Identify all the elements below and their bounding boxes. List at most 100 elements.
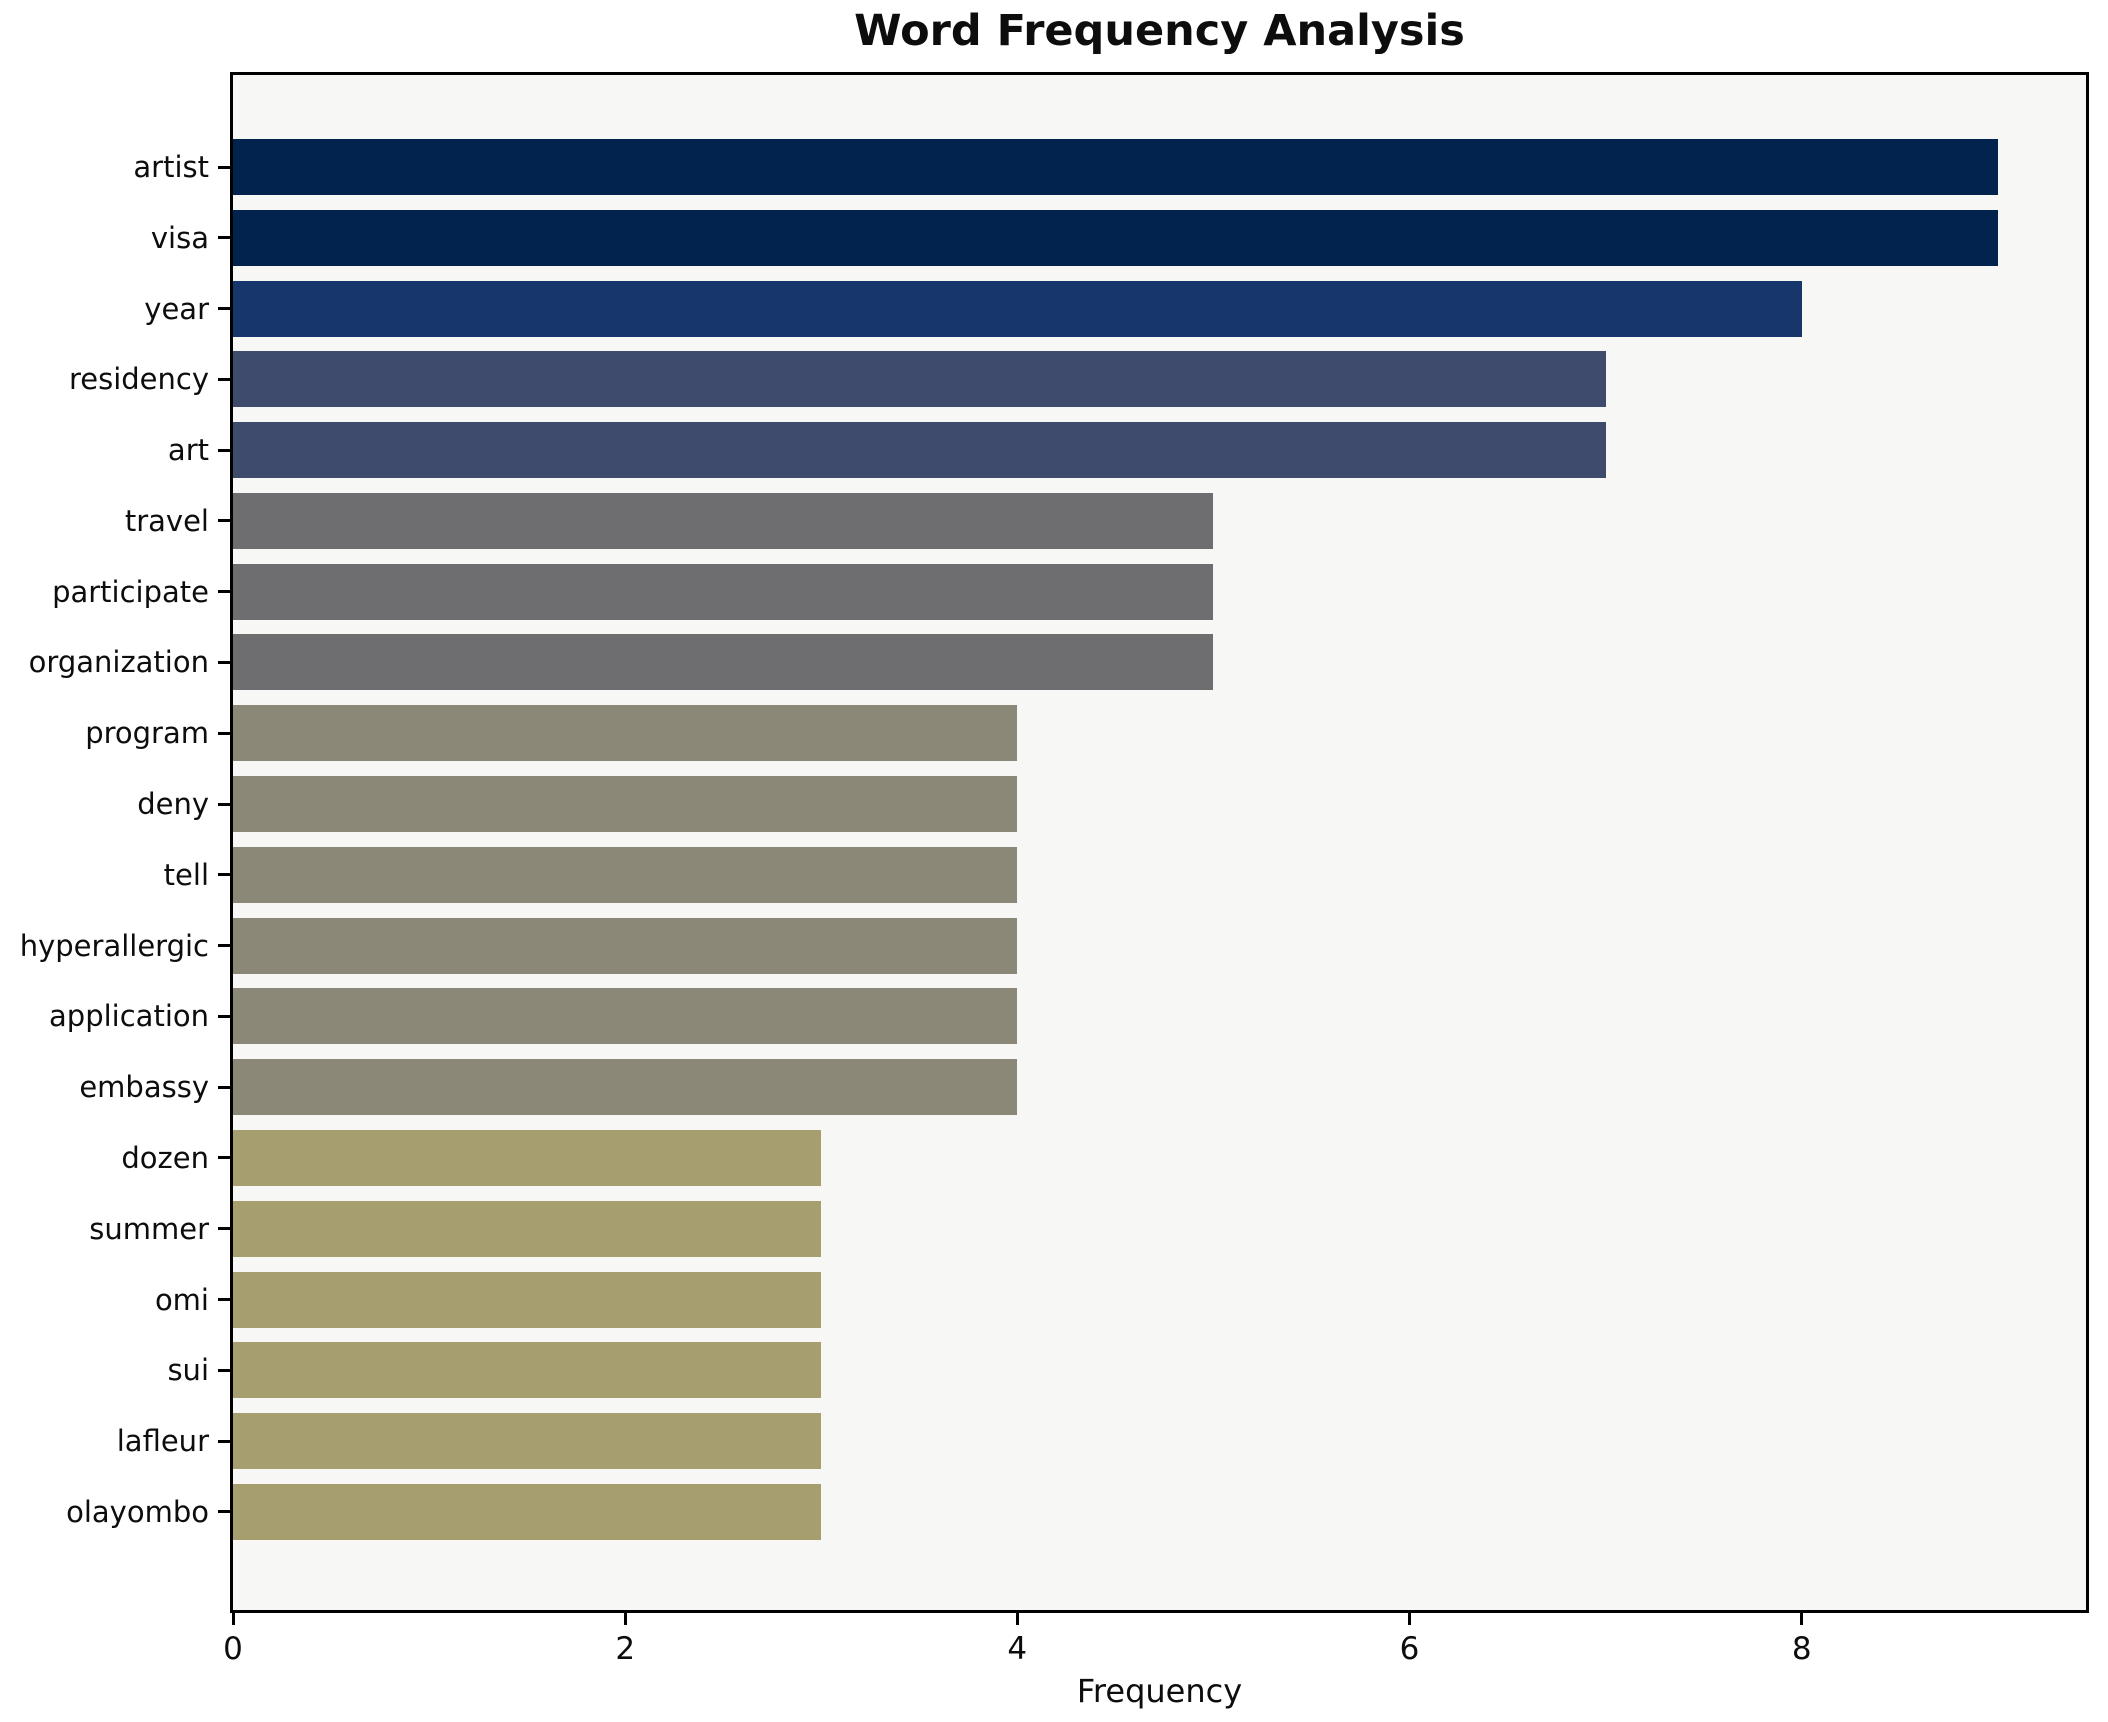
- bar-hyperallergic: [233, 917, 1018, 974]
- y-tick-mark: [218, 1085, 230, 1089]
- y-tick: dozen: [0, 1130, 230, 1186]
- bar-year: [233, 280, 1802, 337]
- y-tick-label: sui: [167, 1353, 209, 1388]
- bar-row: [233, 1483, 2086, 1540]
- x-tick-label: 2: [615, 1631, 636, 1667]
- bar-row: [233, 917, 2086, 974]
- bar-olayombo: [233, 1483, 822, 1540]
- x-tick-mark: [1408, 1613, 1411, 1625]
- y-tick-mark: [218, 660, 230, 664]
- y-tick: summer: [0, 1201, 230, 1257]
- bar-row: [233, 1129, 2086, 1186]
- y-axis-labels: artist visa year residency art travel particip…: [0, 75, 230, 1610]
- y-tick-label: art: [167, 433, 209, 468]
- bar-row: [233, 280, 2086, 337]
- y-tick-mark: [218, 377, 230, 381]
- y-tick: artist: [0, 139, 230, 195]
- y-tick: visa: [0, 210, 230, 266]
- bar-row: [233, 492, 2086, 549]
- y-tick-mark: [218, 1368, 230, 1372]
- bar-row: [233, 776, 2086, 833]
- y-tick-mark: [218, 448, 230, 452]
- y-tick-label: visa: [150, 220, 209, 255]
- y-tick-mark: [218, 519, 230, 523]
- bar-deny: [233, 776, 1018, 833]
- bar-residency: [233, 351, 1606, 408]
- plot-area: [230, 72, 2089, 1613]
- bar-artist: [233, 139, 1998, 195]
- y-tick: program: [0, 705, 230, 761]
- bar-participate: [233, 563, 1214, 620]
- bar-row: [233, 1059, 2086, 1116]
- y-tick-label: summer: [89, 1211, 209, 1246]
- bar-row: [233, 563, 2086, 620]
- y-tick-label: year: [144, 291, 209, 326]
- y-tick-label: travel: [124, 503, 209, 538]
- y-tick: lafleur: [0, 1413, 230, 1469]
- y-tick-mark: [218, 1156, 230, 1160]
- y-tick-mark: [218, 590, 230, 594]
- y-tick-label: artist: [133, 150, 209, 184]
- y-tick: tell: [0, 847, 230, 903]
- y-tick: embassy: [0, 1059, 230, 1115]
- y-tick: omi: [0, 1272, 230, 1328]
- bar-dozen: [233, 1129, 822, 1186]
- y-tick-label: participate: [52, 574, 209, 609]
- x-axis-ticks: 0 2 4 6 8: [223, 1613, 2086, 1683]
- x-tick-mark: [1015, 1613, 1019, 1625]
- x-tick-mark: [1800, 1613, 1804, 1625]
- x-tick-label: 8: [1791, 1631, 1812, 1667]
- bar-tell: [233, 846, 1018, 903]
- bar-row: [233, 988, 2086, 1045]
- bar-application: [233, 988, 1018, 1045]
- y-tick: sui: [0, 1342, 230, 1398]
- y-tick: application: [0, 988, 230, 1044]
- bar-visa: [233, 209, 1998, 266]
- bar-organization: [233, 634, 1214, 691]
- y-tick-mark: [218, 1298, 230, 1301]
- y-tick-mark: [218, 1510, 230, 1514]
- bar-summer: [233, 1200, 822, 1257]
- y-tick-mark: [218, 802, 230, 806]
- y-tick-mark: [218, 1439, 230, 1443]
- y-tick-mark: [218, 307, 230, 311]
- y-tick: travel: [0, 493, 230, 549]
- y-tick-label: omi: [154, 1282, 209, 1317]
- y-tick-label: residency: [68, 362, 209, 397]
- y-tick-mark: [218, 873, 230, 877]
- bar-row: [233, 1413, 2086, 1470]
- y-tick: art: [0, 422, 230, 478]
- y-tick: deny: [0, 776, 230, 832]
- bar-omi: [233, 1271, 822, 1328]
- chart-title: Word Frequency Analysis: [854, 6, 1465, 56]
- x-tick-mark: [231, 1613, 235, 1625]
- bar-art: [233, 422, 1606, 479]
- bar-travel: [233, 492, 1214, 549]
- y-tick-label: program: [85, 716, 209, 751]
- y-tick-label: organization: [28, 645, 209, 680]
- y-tick-label: olayombo: [66, 1494, 209, 1529]
- y-tick: olayombo: [0, 1484, 230, 1540]
- bar-program: [233, 705, 1018, 762]
- bar-row: [233, 846, 2086, 903]
- bar-row: [233, 209, 2086, 266]
- y-tick-label: dozen: [121, 1140, 209, 1175]
- y-tick-label: tell: [163, 857, 209, 892]
- y-tick-mark: [218, 944, 230, 948]
- y-tick-mark: [218, 731, 230, 735]
- bar-row: [233, 351, 2086, 408]
- y-tick: year: [0, 281, 230, 337]
- x-tick-mark: [623, 1613, 627, 1625]
- y-tick-label: embassy: [79, 1070, 209, 1105]
- y-tick-label: application: [49, 999, 209, 1034]
- y-tick: hyperallergic: [0, 918, 230, 974]
- y-tick-mark: [218, 1014, 230, 1018]
- bar-embassy: [233, 1059, 1018, 1116]
- y-tick: residency: [0, 351, 230, 407]
- x-axis-title: Frequency: [1076, 1672, 1243, 1710]
- bar-row: [233, 705, 2086, 762]
- y-tick-label: lafleur: [116, 1424, 209, 1459]
- x-tick-label: 4: [1007, 1631, 1028, 1667]
- bar-row: [233, 634, 2086, 691]
